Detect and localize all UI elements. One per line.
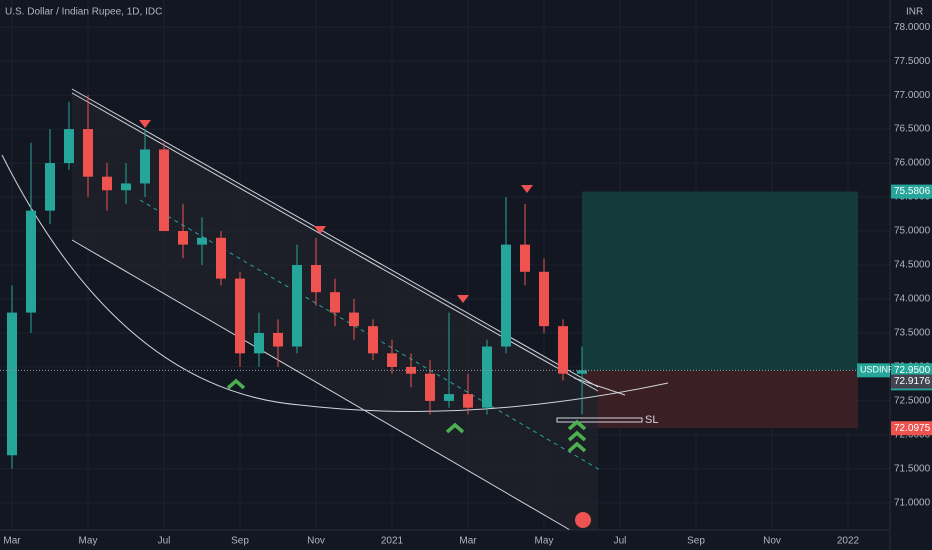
y-tick-label: 77.0000 <box>894 90 931 101</box>
currency: INR <box>906 7 923 18</box>
x-tick-label: Nov <box>307 536 325 547</box>
bottom-markers <box>226 378 587 453</box>
x-tick-label: Mar <box>3 536 21 547</box>
candle-body <box>140 149 150 184</box>
candle-body <box>26 210 36 313</box>
y-tick-label: 71.0000 <box>894 497 931 508</box>
target-zone <box>582 191 858 371</box>
y-tick-label: 74.0000 <box>894 294 931 305</box>
candle-body <box>45 163 55 211</box>
candle-body <box>349 312 359 327</box>
candle-body <box>273 332 283 347</box>
candle-body <box>387 353 397 367</box>
candle-body <box>235 278 245 354</box>
sl-label: SL <box>645 414 658 426</box>
x-tick-label: Jul <box>158 536 171 547</box>
target-label: 75.5806 <box>894 186 931 197</box>
target-label-bg <box>891 184 932 199</box>
x-tick-label: Sep <box>687 536 705 547</box>
x-tick-label: Sep <box>231 536 249 547</box>
candle-body <box>558 326 568 374</box>
curve <box>1 154 669 412</box>
candle-body <box>197 237 207 245</box>
candle-body <box>102 176 112 191</box>
y-tick-label: 76.0000 <box>894 158 931 169</box>
candle-body <box>64 129 74 164</box>
x-tick-label: 2021 <box>381 536 404 547</box>
candle-body <box>501 244 511 347</box>
entry-label: 72.9176 <box>894 376 931 387</box>
candle-body <box>577 370 587 374</box>
candle-body <box>368 326 378 354</box>
sl-box <box>556 417 643 423</box>
price-axis <box>890 0 932 550</box>
candle-body <box>159 149 169 232</box>
x-tick-label: May <box>535 536 554 547</box>
candle-body <box>425 373 435 401</box>
candle-body <box>539 271 549 327</box>
channel-lower <box>71 239 571 531</box>
chart-title: U.S. Dollar / Indian Rupee, 1D, IDC <box>5 7 162 18</box>
last-price-label-bg <box>891 363 932 378</box>
stop-label: 72.0975 <box>894 423 931 434</box>
y-tick-label: 76.5000 <box>894 124 931 135</box>
y-tick-label: 72.5000 <box>894 396 931 407</box>
y-tick-label: 74.5000 <box>894 260 931 271</box>
y-tick-label: 73.5000 <box>894 328 931 339</box>
candle-body <box>311 265 321 293</box>
price-labels: 71.000071.500072.000072.500073.000073.50… <box>857 22 932 508</box>
symbol-bg <box>857 363 890 378</box>
candle-body <box>7 312 17 456</box>
symbol-label: USDINR <box>860 365 895 375</box>
candle-body <box>292 265 302 347</box>
candle-body <box>254 332 264 354</box>
candle-body <box>83 129 93 177</box>
entry-label-bg <box>891 374 932 389</box>
candle-body <box>216 237 226 279</box>
candle-body <box>520 244 530 272</box>
candle-body <box>178 231 188 245</box>
candle-body <box>482 346 492 408</box>
x-tick-label: Mar <box>459 536 477 547</box>
y-tick-label: 78.0000 <box>894 22 931 33</box>
x-tick-label: 2022 <box>837 536 860 547</box>
x-tick-label: May <box>79 536 98 547</box>
y-tick-label: 75.0000 <box>894 226 931 237</box>
candle-body <box>121 183 131 191</box>
event-icon <box>575 512 591 528</box>
x-tick-label: Nov <box>763 536 781 547</box>
candle-body <box>330 292 340 313</box>
position-boxes <box>582 191 858 429</box>
last-price-label: 72.9500 <box>894 365 931 376</box>
candles <box>7 95 587 469</box>
y-tick-label: 71.5000 <box>894 463 931 474</box>
x-tick-label: Jul <box>614 536 627 547</box>
candle-body <box>463 394 473 408</box>
candle-body <box>444 394 454 401</box>
y-tick-label: 77.5000 <box>894 56 931 67</box>
stop-label-bg <box>891 421 932 436</box>
stop-zone <box>582 370 858 429</box>
